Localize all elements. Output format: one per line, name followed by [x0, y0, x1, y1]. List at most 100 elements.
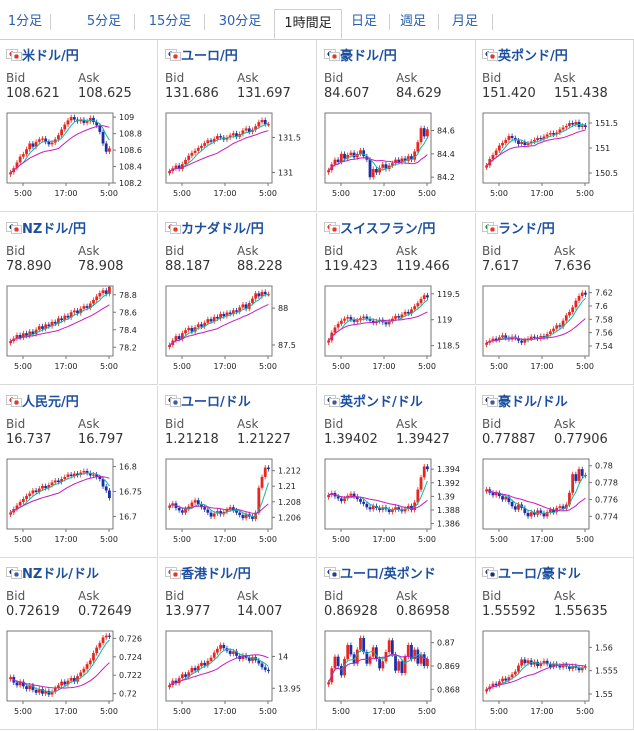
rate-card[interactable]: ユーロ/英ポンド Bid Ask 0.86928 0.86958 0.87 0.869 0.8… [318, 558, 476, 730]
price-chart[interactable]: 119.5 119 118.5 5:00 17:00 5:00 [324, 285, 470, 371]
x-tick-label: 17:00 [213, 535, 236, 544]
pair-link[interactable]: ランド/円 [482, 218, 555, 237]
candle [384, 164, 388, 169]
bid-label: Bid [6, 244, 26, 258]
candle [9, 512, 12, 515]
tab-2[interactable]: 15分足 [148, 14, 192, 29]
tab-3[interactable]: 30分足 [218, 14, 262, 29]
y-tick-label: 1.206 [278, 513, 301, 522]
candle [200, 662, 203, 666]
pair-link[interactable]: ユーロ/英ポンド [324, 563, 436, 582]
candle [375, 647, 378, 659]
tab-7[interactable]: 月足 [451, 14, 478, 29]
rate-card[interactable]: 英ポンド/円 Bid Ask 151.420 151.438 151.5 151 150.5 5… [476, 40, 634, 212]
rate-card[interactable]: NZドル/円 Bid Ask 78.890 78.908 78.8 78.6 78.4 78.2… [0, 213, 158, 385]
candle [18, 502, 22, 506]
price-chart[interactable]: 1.212 1.21 1.208 1.206 5:00 17:00 5:00 [165, 458, 311, 544]
pair-link[interactable]: ユーロ/豪ドル [482, 563, 581, 582]
moving-average-slow [486, 318, 586, 344]
pair-link[interactable]: 英ポンド/ドル [324, 391, 423, 410]
price-chart[interactable]: 88 87.5 5:00 17:00 5:00 [165, 285, 311, 371]
moving-average-fast [486, 661, 586, 690]
candle [422, 128, 426, 137]
pair-link[interactable]: カナダドル/円 [165, 218, 264, 237]
candle [57, 135, 60, 140]
rate-card[interactable]: 豪ドル/円 Bid Ask 84.607 84.629 84.6 84.4 84.2 5:00 1… [318, 40, 476, 212]
candle [212, 138, 216, 142]
rate-card[interactable]: スイスフラン/円 Bid Ask 119.423 119.466 119.5 119 118.… [318, 213, 476, 385]
pair-link[interactable]: スイスフラン/円 [324, 218, 435, 237]
tab-0[interactable]: 1分足 [7, 14, 43, 29]
rate-card[interactable]: 人民元/円 Bid Ask 16.737 16.797 16.8 16.75 16.7 5:00… [0, 386, 158, 558]
candle [362, 638, 366, 652]
candle [15, 682, 19, 686]
rate-card[interactable]: ユーロ/豪ドル Bid Ask 1.55592 1.55635 1.56 1.555 1.55… [476, 558, 634, 730]
candle [384, 322, 388, 325]
candle [494, 683, 498, 686]
pair-link[interactable]: ユーロ/ドル [165, 391, 251, 410]
pair-link[interactable]: 人民元/円 [6, 391, 79, 410]
price-chart[interactable]: 84.684.484.25:00 17:00 5:00 [324, 112, 470, 198]
candle [101, 290, 105, 293]
tab-6[interactable]: 週足 [399, 14, 426, 29]
candle [108, 148, 111, 152]
x-tick-label: 5:00 [100, 535, 118, 544]
tab-1[interactable]: 5分足 [86, 14, 122, 29]
price-chart[interactable]: 16.8 16.75 16.7 5:00 17:00 5:00 [6, 458, 152, 544]
candle [368, 507, 372, 510]
rate-card[interactable]: 豪ドル/ドル Bid Ask 0.77887 0.77906 0.78 0.778 0.776… [476, 386, 634, 558]
pair-link[interactable]: 英ポンド/円 [482, 45, 568, 64]
rate-card[interactable]: 英ポンド/ドル Bid Ask 1.39402 1.39427 1.394 1.392 1.3… [318, 386, 476, 558]
rate-card[interactable]: 香港ドル/円 Bid Ask 13.977 14.007 14 13.95 5:00 17:00… [159, 558, 317, 730]
candle [180, 164, 184, 169]
candle [53, 688, 57, 692]
bid-label: Bid [482, 417, 502, 431]
candle [82, 119, 86, 123]
rate-card[interactable]: 米ドル/円 Bid Ask 108.621 108.625 109 108.8 108.6 10… [0, 40, 158, 212]
rate-card[interactable]: ユーロ/円 Bid Ask 131.686 131.697 131.5 131 5:00 17:… [159, 40, 317, 212]
candle [520, 659, 524, 666]
pair-link[interactable]: NZドル/円 [6, 218, 86, 237]
candle [174, 680, 178, 684]
y-tick-label: 150.5 [595, 169, 618, 178]
price-chart[interactable]: 131.5 131 5:00 17:00 5:00 [165, 112, 311, 198]
candle [491, 338, 495, 341]
candle [564, 126, 568, 128]
x-tick-label: 5:00 [332, 362, 350, 371]
candle [228, 650, 232, 654]
price-chart[interactable]: 78.8 78.6 78.4 78.2 5:00 17:00 5:00 [6, 285, 152, 371]
y-tick-label: 7.54 [595, 342, 613, 351]
price-chart[interactable]: 151.5 151 150.5 5:00 17:00 5:00 [482, 112, 628, 198]
candle [79, 308, 83, 314]
pair-link[interactable]: 米ドル/円 [6, 45, 79, 64]
y-tick-label: 78.8 [119, 291, 137, 300]
pair-link[interactable]: NZドル/ドル [6, 563, 99, 582]
pair-name: ユーロ/英ポンド [340, 566, 436, 582]
price-chart[interactable]: 14 13.95 5:00 17:00 5:00 [165, 630, 311, 716]
candle [18, 681, 22, 686]
candle [225, 509, 229, 512]
candle [177, 165, 181, 169]
tab-5[interactable]: 日足 [350, 14, 377, 29]
candle [568, 492, 571, 505]
pair-link[interactable]: 豪ドル/円 [324, 45, 397, 64]
price-chart[interactable]: 7.62 7.6 7.58 7.56 7.54 5:00 17:00 5:00 [482, 285, 628, 371]
rate-card[interactable]: カナダドル/円 Bid Ask 88.187 88.228 88 87.5 5:00 17:00… [159, 213, 317, 385]
price-chart[interactable]: 0.78 0.778 0.776 0.774 5:00 17:00 5:00 [482, 458, 628, 544]
pair-link[interactable]: ユーロ/円 [165, 45, 238, 64]
x-tick-label: 5:00 [14, 535, 32, 544]
candle [542, 336, 546, 338]
candle [580, 469, 584, 476]
pair-link[interactable]: 豪ドル/ドル [482, 391, 568, 410]
rate-card[interactable]: ランド/円 Bid Ask 7.617 7.636 7.62 7.6 7.58 7.56 7.54… [476, 213, 634, 385]
price-chart[interactable]: 0.87 0.869 0.868 5:00 17:00 5:00 [324, 630, 470, 716]
rate-card[interactable]: NZドル/ドル Bid Ask 0.72619 0.72649 0.726 0.724 0.7… [0, 558, 158, 730]
rate-card[interactable]: ユーロ/ドル Bid Ask 1.21218 1.21227 1.212 1.21 1.208… [159, 386, 317, 558]
pair-link[interactable]: 香港ドル/円 [165, 563, 251, 582]
candle [241, 304, 245, 308]
tab-4[interactable]: 1時間足 [274, 9, 342, 39]
